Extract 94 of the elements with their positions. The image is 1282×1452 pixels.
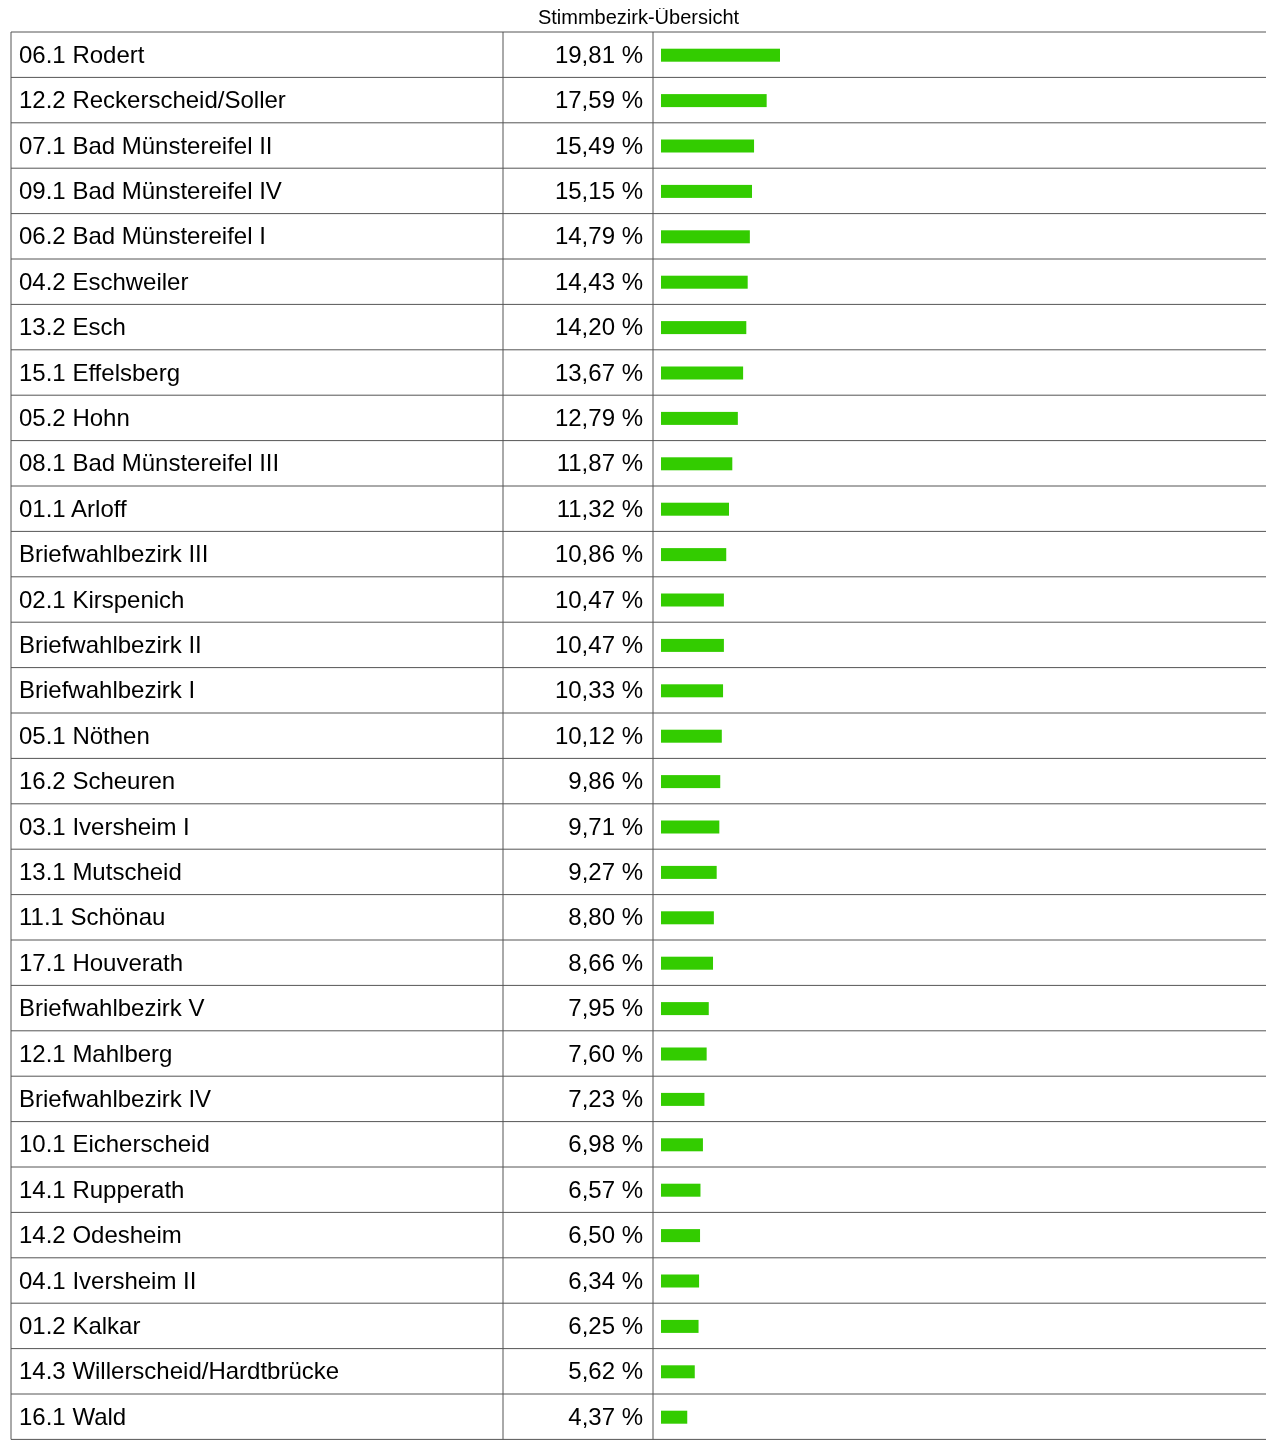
y-tick-label: 15.1 Effelsberg xyxy=(19,358,181,386)
bar xyxy=(661,638,724,652)
bar xyxy=(661,1183,701,1197)
bar xyxy=(661,275,748,289)
bar xyxy=(661,321,747,335)
bar xyxy=(661,48,780,62)
bar xyxy=(661,593,724,607)
bar xyxy=(661,1365,695,1379)
data-label: 10,12 % xyxy=(554,721,643,749)
y-tick-label: 04.2 Eschweiler xyxy=(19,267,189,295)
y-tick-label: 14.3 Willerscheid/Hardtbrücke xyxy=(19,1357,340,1385)
y-tick-label: 13.2 Esch xyxy=(19,313,126,341)
data-label: 15,15 % xyxy=(554,176,643,204)
y-tick-label: Briefwahlbezirk I xyxy=(19,676,196,704)
data-label: 14,79 % xyxy=(554,222,643,250)
bar xyxy=(661,1229,701,1243)
bar xyxy=(661,139,755,153)
bar xyxy=(661,230,750,244)
data-label: 6,34 % xyxy=(568,1266,643,1294)
data-label: 6,98 % xyxy=(568,1130,643,1158)
bar xyxy=(661,775,721,789)
data-label: 7,60 % xyxy=(568,1039,643,1067)
data-label: 15,49 % xyxy=(554,131,643,159)
y-tick-label: 09.1 Bad Münstereifel IV xyxy=(19,176,282,204)
y-tick-label: Briefwahlbezirk II xyxy=(19,630,202,658)
data-label: 10,47 % xyxy=(554,585,643,613)
bar xyxy=(661,366,744,380)
data-label: 9,86 % xyxy=(568,767,643,795)
y-tick-label: 12.1 Mahlberg xyxy=(19,1039,173,1067)
data-label: 10,47 % xyxy=(554,630,643,658)
bar xyxy=(661,820,720,834)
bar xyxy=(661,684,724,698)
data-label: 19,81 % xyxy=(554,40,643,68)
bar xyxy=(661,1274,700,1288)
y-tick-label: 03.1 Iversheim I xyxy=(19,812,190,840)
bar xyxy=(661,1047,707,1061)
data-label: 13,67 % xyxy=(554,358,643,386)
y-tick-label: 11.1 Schönau xyxy=(19,903,166,931)
data-label: 11,87 % xyxy=(556,449,643,477)
bar xyxy=(661,457,733,471)
y-tick-label: Briefwahlbezirk V xyxy=(19,994,205,1022)
data-label: 6,25 % xyxy=(568,1311,643,1339)
bar xyxy=(661,184,753,198)
y-tick-label: 04.1 Iversheim II xyxy=(19,1266,197,1294)
bar xyxy=(661,1138,703,1152)
bar xyxy=(661,729,722,743)
bar xyxy=(661,911,714,925)
data-label: 14,20 % xyxy=(554,313,643,341)
bar xyxy=(661,1410,688,1424)
data-label: 14,43 % xyxy=(554,267,643,295)
data-label: 8,66 % xyxy=(568,948,643,976)
y-tick-label: 08.1 Bad Münstereifel III xyxy=(19,449,280,477)
bar xyxy=(661,94,767,108)
data-label: 9,27 % xyxy=(568,857,643,885)
data-label: 10,33 % xyxy=(554,676,643,704)
y-tick-label: 01.2 Kalkar xyxy=(19,1311,141,1339)
y-tick-label: 16.2 Scheuren xyxy=(19,767,176,795)
data-label: 7,95 % xyxy=(568,994,643,1022)
chart-title: Stimmbezirk-Übersicht xyxy=(537,6,740,28)
y-tick-label: 10.1 Eicherscheid xyxy=(19,1130,210,1158)
y-tick-label: 06.1 Rodert xyxy=(19,40,145,68)
data-label: 6,50 % xyxy=(568,1221,643,1249)
bar xyxy=(661,411,738,425)
y-tick-label: 06.2 Bad Münstereifel I xyxy=(19,222,266,250)
y-tick-label: 16.1 Wald xyxy=(19,1402,127,1430)
y-tick-label: 05.2 Hohn xyxy=(19,403,130,431)
bar xyxy=(661,956,714,970)
y-tick-label: 02.1 Kirspenich xyxy=(19,585,185,613)
bar xyxy=(661,1002,709,1016)
data-label: 11,32 % xyxy=(556,494,643,522)
data-label: 6,57 % xyxy=(568,1175,643,1203)
y-tick-label: 13.1 Mutscheid xyxy=(19,857,182,885)
bar xyxy=(661,1092,705,1106)
data-label: 5,62 % xyxy=(568,1357,643,1385)
bar xyxy=(661,865,717,879)
data-label: 8,80 % xyxy=(568,903,643,931)
bar xyxy=(661,1319,699,1333)
y-tick-label: Briefwahlbezirk III xyxy=(19,540,209,568)
data-label: 7,23 % xyxy=(568,1084,643,1112)
y-tick-label: 17.1 Houverath xyxy=(19,948,184,976)
y-tick-label: Briefwahlbezirk IV xyxy=(19,1084,212,1112)
y-tick-label: 12.2 Reckerscheid/Soller xyxy=(19,86,286,114)
bar xyxy=(661,548,727,562)
data-label: 4,37 % xyxy=(568,1402,643,1430)
y-tick-label: 14.1 Rupperath xyxy=(19,1175,185,1203)
bar xyxy=(661,502,729,516)
data-label: 9,71 % xyxy=(568,812,643,840)
data-label: 12,79 % xyxy=(554,403,643,431)
data-label: 10,86 % xyxy=(554,540,643,568)
y-tick-label: 01.1 Arloff xyxy=(19,494,127,522)
y-tick-label: 05.1 Nöthen xyxy=(19,721,150,749)
y-tick-label: 14.2 Odesheim xyxy=(19,1221,182,1249)
y-tick-label: 07.1 Bad Münstereifel II xyxy=(19,131,273,159)
data-label: 17,59 % xyxy=(554,86,643,114)
